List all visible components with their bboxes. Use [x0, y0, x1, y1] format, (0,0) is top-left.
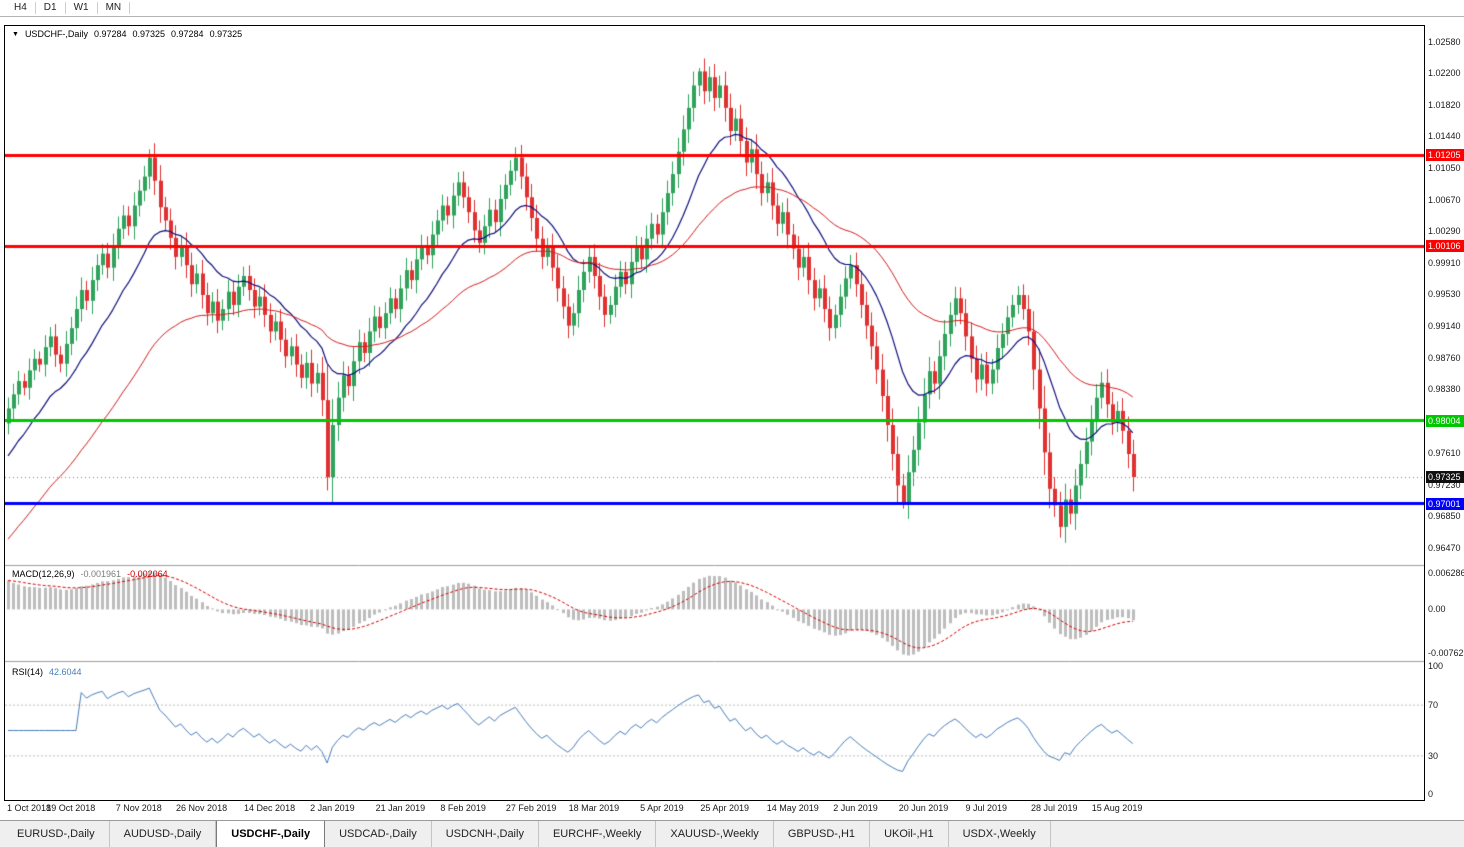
- time-axis: 1 Oct 2018 19 Oct 2018 7 Nov 2018 26 Nov 20…: [5, 802, 1424, 816]
- price-tag-level: 1.00106: [1426, 240, 1464, 253]
- price-axis-label: 0.99140: [1428, 321, 1461, 332]
- macd-scale-label: 0.006286: [1428, 568, 1464, 578]
- price-axis-label: 0.98380: [1428, 384, 1461, 395]
- rsi-scale-label: 70: [1428, 700, 1439, 711]
- price-tag-level: 0.98004: [1426, 414, 1464, 427]
- price-axis-label: 0.96850: [1428, 511, 1461, 522]
- date-label: 14 May 2019: [766, 803, 819, 813]
- price-chart-canvas[interactable]: [5, 26, 1424, 800]
- price-tag-current: 0.97325: [1426, 470, 1464, 483]
- date-label: 9 Jul 2019: [965, 803, 1008, 813]
- date-label: 20 Jun 2019: [898, 803, 949, 813]
- chart-tab-eurchf[interactable]: EURCHF-,Weekly: [539, 821, 657, 847]
- date-label: 15 Aug 2019: [1091, 803, 1143, 813]
- macd-scale-label: -0.00762: [1428, 648, 1464, 658]
- price-axis-label: 1.00290: [1428, 226, 1461, 237]
- macd-signal-value: -0.002064: [127, 569, 168, 579]
- price-axis-label: 0.97230: [1428, 479, 1461, 490]
- rsi-scale-label: 100: [1428, 661, 1444, 671]
- price-axis-label: 0.97610: [1428, 448, 1461, 459]
- timeframe-button-d1[interactable]: D1: [36, 2, 66, 14]
- timeframe-button-h4[interactable]: H4: [6, 2, 36, 14]
- ohlc-close: 0.97325: [209, 29, 243, 39]
- price-axis-label: 1.01440: [1428, 131, 1461, 141]
- ohlc-high: 0.97325: [132, 29, 166, 39]
- date-label: 2 Jan 2019: [310, 803, 355, 813]
- date-label: 2 Jun 2019: [833, 803, 878, 813]
- chart-tab-ukoil[interactable]: UKOil-,H1: [870, 821, 949, 847]
- chart-tabs-bar: EURUSD-,Daily AUDUSD-,Daily USDCHF-,Daily U…: [0, 820, 1464, 847]
- price-tag-level: 1.01205: [1426, 149, 1464, 162]
- timeframe-button-w1[interactable]: W1: [66, 2, 98, 14]
- macd-scale-label: 0.00: [1428, 604, 1446, 615]
- price-axis-label: 0.98760: [1428, 352, 1461, 363]
- chart-ohlc-header: ▼ USDCHF-,Daily 0.97284 0.97325 0.97284 …: [12, 29, 242, 39]
- price-axis-label: 0.99910: [1428, 257, 1461, 268]
- rsi-indicator-title: RSI(14) 42.6044: [12, 667, 82, 677]
- macd-title-label: MACD(12,26,9): [12, 569, 75, 579]
- date-label: 19 Oct 2018: [46, 803, 96, 813]
- rsi-scale-label: 30: [1428, 750, 1439, 761]
- date-label: 25 Apr 2019: [700, 803, 749, 813]
- rsi-scale-label: 0: [1428, 789, 1434, 799]
- chart-tab-eurusd[interactable]: EURUSD-,Daily: [3, 821, 110, 847]
- macd-main-value: -0.001961: [80, 569, 122, 579]
- chart-tab-audusd[interactable]: AUDUSD-,Daily: [110, 821, 217, 847]
- date-label: 18 Mar 2019: [568, 803, 620, 813]
- timeframe-toolbar: H4 D1 W1 MN: [0, 0, 1464, 17]
- price-axis-label: 1.00670: [1428, 194, 1461, 205]
- ohlc-open: 0.97284: [93, 29, 127, 39]
- date-label: 7 Nov 2018: [115, 803, 162, 813]
- price-axis-label: 0.96470: [1428, 542, 1461, 553]
- chart-tab-gbpusd[interactable]: GBPUSD-,H1: [774, 821, 871, 847]
- price-tag-level: 0.97001: [1426, 497, 1464, 510]
- price-axis: 1.02580 1.02200 1.01820 1.01440 1.01050 1.006…: [1426, 26, 1464, 800]
- price-axis-label: 0.99530: [1428, 289, 1461, 300]
- date-label: 26 Nov 2018: [176, 803, 228, 813]
- ohlc-low: 0.97284: [171, 29, 204, 39]
- price-axis-label: 1.01050: [1428, 163, 1461, 174]
- price-axis-label: 1.02580: [1428, 36, 1461, 47]
- date-label: 14 Dec 2018: [244, 803, 296, 813]
- chart-symbol-label: USDCHF-,Daily: [24, 29, 88, 39]
- chart-tab-usdcad[interactable]: USDCAD-,Daily: [325, 821, 432, 847]
- timeframe-button-mn[interactable]: MN: [98, 2, 131, 14]
- date-label: 5 Apr 2019: [640, 803, 684, 813]
- date-label: 28 Jul 2019: [1031, 803, 1078, 813]
- rsi-value: 42.6044: [49, 667, 82, 677]
- date-label: 21 Jan 2019: [375, 803, 426, 813]
- price-axis-label: 1.02200: [1428, 68, 1461, 79]
- date-label: 8 Feb 2019: [440, 803, 486, 813]
- price-axis-label: 1.01820: [1428, 99, 1461, 110]
- chart-tab-usdx[interactable]: USDX-,Weekly: [949, 821, 1051, 847]
- rsi-title-label: RSI(14): [12, 667, 44, 677]
- chart-tab-xauusd[interactable]: XAUUSD-,Weekly: [656, 821, 774, 847]
- macd-indicator-title: MACD(12,26,9) -0.001961 -0.002064: [12, 569, 168, 579]
- one-click-trading-arrow-icon[interactable]: ▼: [12, 30, 19, 38]
- chart-tab-usdcnh[interactable]: USDCNH-,Daily: [432, 821, 539, 847]
- date-label: 1 Oct 2018: [7, 803, 52, 813]
- date-label: 27 Feb 2019: [505, 803, 557, 813]
- chart-area: ▼ USDCHF-,Daily 0.97284 0.97325 0.97284 …: [4, 25, 1425, 801]
- chart-tab-usdchf[interactable]: USDCHF-,Daily: [216, 821, 326, 847]
